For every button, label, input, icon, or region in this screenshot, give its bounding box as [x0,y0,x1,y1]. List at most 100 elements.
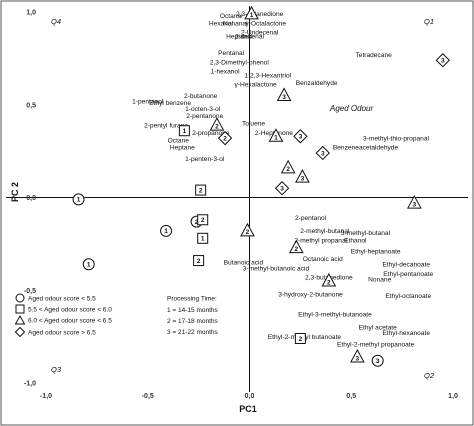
sample-diamond-marker [435,53,451,68]
compound-label: Octane [168,137,190,144]
compound-label: Octanoic acid [303,256,343,263]
quadrant-q4: Q4 [51,17,61,26]
sample-square-marker [197,232,209,244]
quadrant-q3: Q3 [51,365,62,374]
processing-time-item: 3 = 21-22 months [167,329,219,336]
x-tick-label: -1,0 [40,393,52,400]
legend-triangle-icon [14,314,26,325]
sample-triangle-marker [295,169,310,183]
compound-label: Heptanal [226,33,253,40]
compound-label: Pentanal [218,50,245,57]
compound-label: Ethyl benzene [149,100,191,107]
sample-triangle-marker [406,195,422,209]
sample-time-label: 1 [250,12,254,19]
sample-time-label: 3 [301,175,305,182]
compound-label: 2-propanone [192,130,230,137]
sample-point: 3 [295,169,310,183]
compound-label: 2-pentyl furane [144,122,188,129]
sample-point: 2 [209,117,225,131]
compound-label: Ethanol [344,237,367,244]
sample-time-label: 3 [282,94,286,101]
sample-point: 2 [321,272,337,287]
legend-item-square: 5.5 < Aged odour score < 6.0 [15,304,112,314]
sample-time-label: 2 [215,123,219,130]
compound-label: 3-methyl-thio-propanal [363,135,430,142]
sample-point: 1 [178,125,190,137]
sample-point: 1 [197,232,209,244]
sample-diamond-marker [315,145,330,161]
sample-point: 2 [217,130,233,146]
compound-label: 1-pentanol [132,98,164,105]
sample-circle-marker [371,354,384,367]
sample-time-label: 2 [197,258,201,265]
compound-label: Benzeneacetaldehyde [333,145,399,152]
sample-point: 3 [274,181,290,196]
y-tick-label: 0,5 [26,102,36,109]
sample-point: 2 [195,184,207,196]
compound-label: 1-octen-3-ol [185,106,221,113]
sample-time-label: 2 [299,336,303,343]
processing-time-item: 1 = 14-15 months [167,307,219,314]
legend-label: 6.0 < Aged odour score < 6.5 [28,318,112,325]
sample-triangle-marker [321,272,337,287]
sample-triangle-marker [268,128,284,142]
legend-item-circle: Aged odour score < 5.5 [15,293,96,303]
sample-point: 3 [293,129,308,144]
compound-label: Ethyl-heptanoate [351,249,401,256]
sample-time-label: 2 [286,166,290,173]
y-axis-title: PC 2 [10,182,20,202]
compound-label: 2-methyl propanal [294,237,347,244]
compound-label: Toluene [242,121,265,128]
sample-triangle-marker [276,87,292,101]
sample-point: 1 [244,5,259,20]
compound-label: 1,2,3-Hexantriol [245,72,292,79]
sample-square-marker [197,214,209,226]
compound-label: Nonane [368,276,391,283]
sample-time-label: 3 [376,358,380,365]
legend: Aged odour score < 5.5 5.5 < Aged odour … [14,293,219,338]
sample-point: 3 [371,354,384,367]
sample-time-label: 1 [87,262,91,269]
compound-label: 2-Undecenal [241,30,279,37]
compound-label: Ethyl-2-methyl propanoate [337,341,415,348]
compound-label: 3-methyl-butanal [341,230,391,237]
sample-square-marker [178,125,190,137]
compound-label: γ-Octalactone [245,20,286,27]
sample-point: 3 [406,195,422,209]
processing-time-title: Processing Time: [167,296,217,303]
aged-odour-annotation: Aged Odour [329,104,373,113]
sample-time-label: 3 [321,150,325,157]
compound-label: 2-butanone [184,93,218,100]
sample-point: 2 [288,239,304,254]
sample-diamond-marker [274,181,290,196]
x-tick-label: -0,5 [142,393,154,400]
sample-triangle-marker [244,5,259,20]
sample-point: 2 [197,214,209,226]
sample-point: 1 [160,224,173,237]
sample-time-label: 2 [246,229,250,236]
quadrant-q1: Q1 [424,17,434,26]
compound-label: Ethyl-pentanoate [383,271,433,278]
sample-point: 1 [82,258,95,271]
legend-item-diamond: Aged odour score > 6.5 [14,326,96,338]
x-tick-label: 0,0 [245,393,255,400]
sample-diamond-marker [217,130,233,146]
sample-square-marker [294,332,306,344]
legend-label: Aged odour score < 5.5 [28,296,96,303]
legend-item-triangle: 6.0 < Aged odour score < 6.5 [14,314,112,325]
compound-label: 3-hydroxy-2-butanone [278,291,343,298]
sample-triangle-marker [350,348,365,363]
compound-label: Ethyl-hexanoate [382,330,430,337]
sample-triangle-marker [288,239,304,254]
compound-label: Butanoic acid [224,260,264,267]
quadrant-q2: Q2 [424,371,435,380]
sample-square-marker [195,184,207,196]
compound-label: Ethyl-decanoate [382,262,430,269]
y-tick-label: -0,5 [24,288,36,295]
sample-time-label: 3 [441,58,445,65]
x-tick-label: 1,0 [448,393,458,400]
compound-label: Hexanal [209,20,234,27]
compound-label: 1-hexanol [211,69,240,76]
